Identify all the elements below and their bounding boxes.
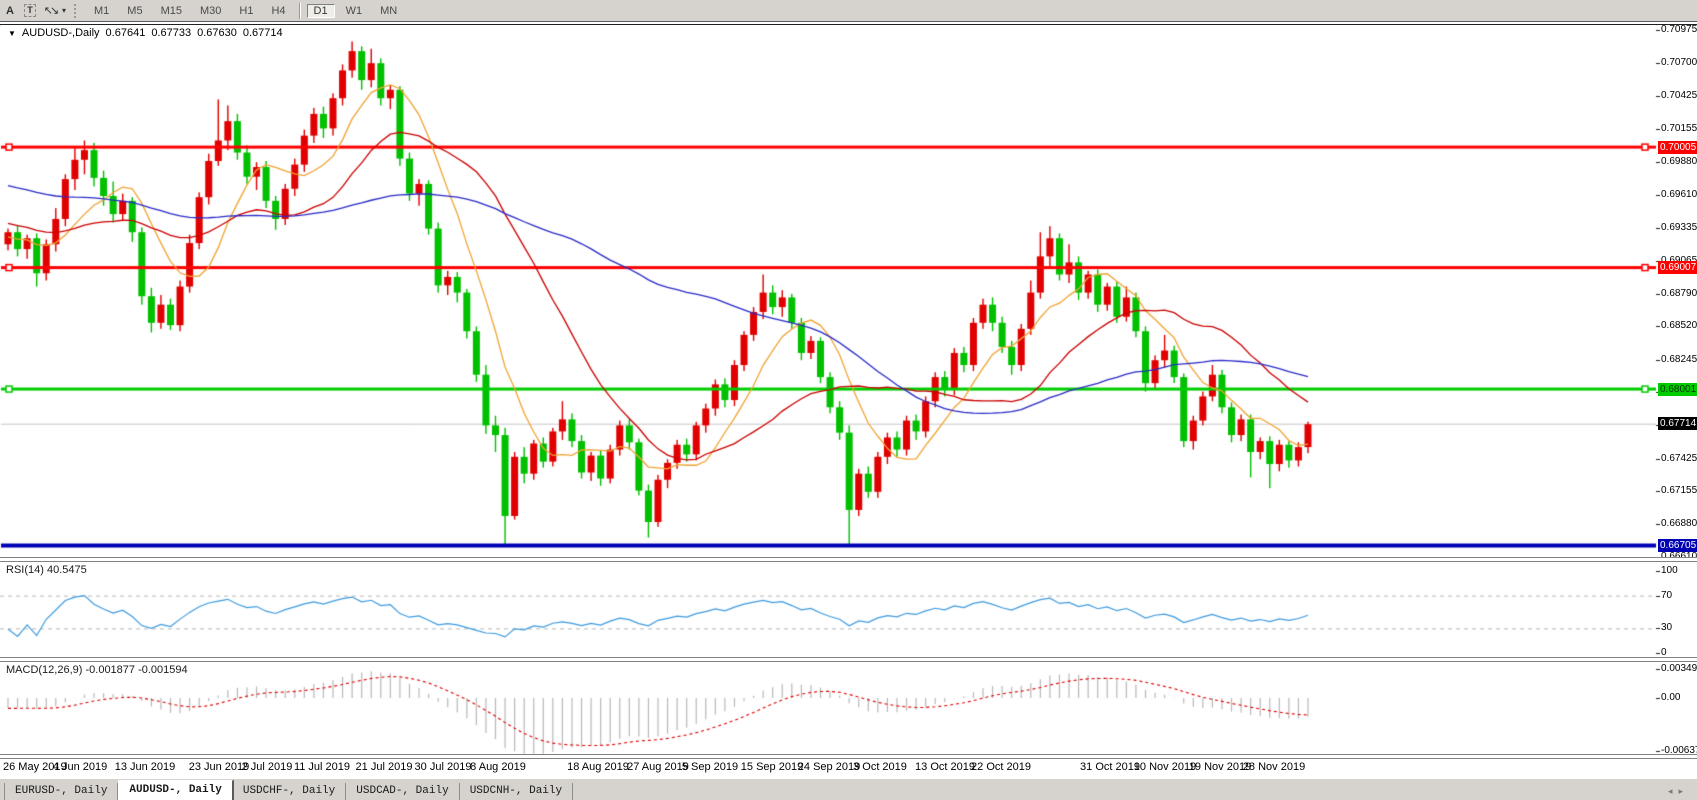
rsi-tick-label: 30 <box>1661 622 1673 634</box>
rsi-tick-label: 100 <box>1661 565 1678 576</box>
macd-label: MACD(12,26,9) -0.001877 -0.001594 <box>6 664 188 676</box>
date-axis-label: 4 Jun 2019 <box>52 761 108 773</box>
rsi-value: 40.5475 <box>46 564 87 576</box>
symbol-tab-usdcnh[interactable]: USDCNH-, Daily <box>460 783 574 800</box>
date-axis-label: 18 Aug 2019 <box>567 761 629 773</box>
hline-price-label[interactable]: 0.69007 <box>1658 261 1697 275</box>
date-axis-label: 30 Jul 2019 <box>414 761 472 773</box>
hline-price-label[interactable]: 0.70005 <box>1658 140 1697 154</box>
price-tick-label: 0.67425 <box>1661 452 1697 464</box>
price-tick-label: 0.68520 <box>1661 320 1697 332</box>
tabbar-scroll-right-icon[interactable]: ▸ <box>1678 786 1689 796</box>
symbol-tab-eurusd[interactable]: EURUSD-, Daily <box>4 783 119 800</box>
ohlc-low: 0.67630 <box>197 27 237 39</box>
macd-tick-label: 0.00 <box>1661 692 1681 703</box>
date-axis-label: 5 Sep 2019 <box>681 761 739 773</box>
price-tick-label: 0.69065 <box>1661 254 1697 266</box>
macd-tick-label: -0.00637 <box>1661 744 1697 756</box>
rsi-label: RSI(14) 40.5475 <box>6 564 87 576</box>
price-tick-label: 0.70155 <box>1661 123 1697 134</box>
price-tick-label: 0.69610 <box>1661 188 1697 200</box>
date-axis-label: 28 Nov 2019 <box>1242 761 1306 773</box>
date-axis-label: 15 Sep 2019 <box>740 761 804 773</box>
macd-tick-label: 0.00349 <box>1661 663 1697 674</box>
hline-price-label[interactable]: 0.66705 <box>1658 539 1697 553</box>
price-tick-label: 0.68245 <box>1661 353 1697 365</box>
date-axis-label: 27 Aug 2019 <box>627 761 689 773</box>
price-tick-label: 0.68790 <box>1661 287 1697 299</box>
date-axis-label: 10 Nov 2019 <box>1133 761 1197 773</box>
tabbar-scroll-icons[interactable]: ◂▸ <box>1668 786 1689 797</box>
price-tick-label: 0.67155 <box>1661 485 1697 497</box>
tabbar-scroll-left-icon[interactable]: ◂ <box>1667 786 1679 796</box>
price-tick-label: 0.66880 <box>1661 518 1697 530</box>
rsi-tick-label: 70 <box>1661 589 1673 601</box>
symbol-tabbar: EURUSD-, Daily AUDUSD-, Daily USDCHF-, Dai… <box>0 778 1697 800</box>
symbol-tab-usdcad[interactable]: USDCAD-, Daily <box>346 783 460 800</box>
date-axis-label: 13 Oct 2019 <box>915 761 975 773</box>
price-tick-label: 0.69335 <box>1661 222 1697 233</box>
panel-divider-macd-dates[interactable] <box>0 754 1697 759</box>
macd-name: MACD(12,26,9) <box>6 664 83 676</box>
price-tick-label: 0.69880 <box>1661 156 1697 168</box>
price-tick-label: 0.66610 <box>1661 551 1697 562</box>
date-axis-label: 13 Jun 2019 <box>114 761 176 773</box>
date-axis-label: 3 Oct 2019 <box>853 761 907 773</box>
price-tick-label: 0.70700 <box>1661 57 1697 69</box>
date-axis-label: 11 Jul 2019 <box>293 761 351 773</box>
panel-divider-rsi-macd[interactable] <box>0 657 1697 662</box>
symbol-tab-usdchf[interactable]: USDCHF-, Daily <box>233 783 347 800</box>
date-axis-label: 23 Jun 2019 <box>188 761 250 773</box>
collapse-triangle-icon[interactable]: ▼ <box>8 28 16 38</box>
rsi-name: RSI(14) <box>6 564 44 576</box>
date-axis-label: 31 Oct 2019 <box>1080 761 1140 773</box>
date-axis-label: 24 Sep 2019 <box>797 761 861 773</box>
price-tick-label: 0.70425 <box>1661 90 1697 102</box>
symbol-tab-audusd[interactable]: AUDUSD-, Daily <box>118 780 233 800</box>
price-tick-label: 0.70975 <box>1661 24 1697 35</box>
macd-signal-value: -0.001594 <box>138 664 188 676</box>
chart-header: ▼ AUDUSD-,Daily 0.67641 0.67733 0.67630 … <box>8 27 283 39</box>
ohlc-high: 0.67733 <box>151 27 192 39</box>
date-axis-label: 2 Jul 2019 <box>241 761 293 773</box>
ohlc-close: 0.67714 <box>242 27 283 39</box>
date-axis-label: 8 Aug 2019 <box>470 761 526 773</box>
rsi-tick-label: 0 <box>1661 647 1667 658</box>
chart-symbol-title: AUDUSD-,Daily <box>21 27 100 39</box>
hline-price-label[interactable]: 0.68001 <box>1658 382 1697 396</box>
panel-divider-main-rsi[interactable] <box>0 557 1697 562</box>
date-axis-label: 21 Jul 2019 <box>355 761 413 773</box>
date-axis-label: 26 May 2019 <box>3 761 67 773</box>
ohlc-open: 0.67641 <box>105 27 146 39</box>
date-axis-label: 22 Oct 2019 <box>971 761 1031 773</box>
current-price-label: 0.67714 <box>1658 417 1697 431</box>
date-axis-label: 19 Nov 2019 <box>1188 761 1252 773</box>
macd-main-value: -0.001877 <box>85 664 136 676</box>
date-axis: 26 May 2019 4 Jun 2019 13 Jun 2019 23 Jun 2… <box>0 758 1697 777</box>
